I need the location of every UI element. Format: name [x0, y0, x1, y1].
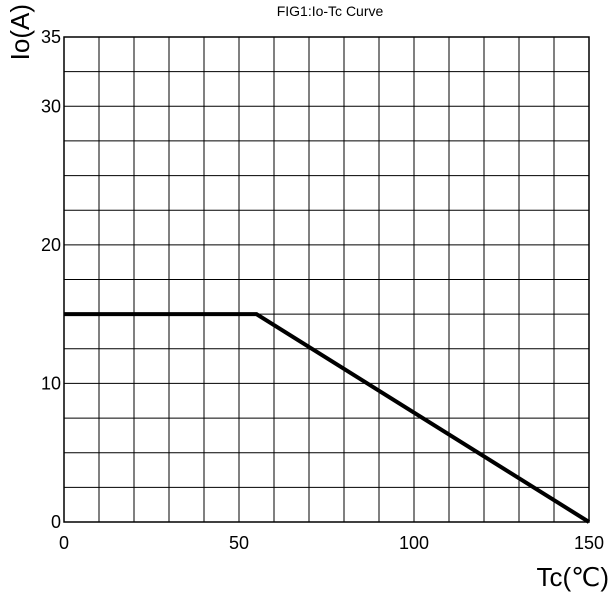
x-tick-label: 0 [59, 533, 69, 553]
x-tick-label: 50 [229, 533, 249, 553]
chart-title: FIG1:Io-Tc Curve [277, 3, 384, 19]
grid [64, 37, 589, 522]
y-tick-label: 20 [41, 235, 61, 255]
y-axis-label: Io(A) [5, 4, 35, 60]
data-series [64, 312, 591, 524]
y-tick-label: 35 [41, 27, 61, 47]
x-tick-labels: 0 50 100 150 [59, 533, 604, 553]
series-line [64, 312, 591, 524]
x-tick-label: 150 [574, 533, 604, 553]
y-tick-labels: 0 10 20 30 35 [41, 27, 61, 532]
y-tick-label: 0 [51, 512, 61, 532]
x-tick-label: 100 [399, 533, 429, 553]
y-tick-label: 10 [41, 373, 61, 393]
x-axis-label: Tc(℃) [536, 562, 609, 592]
plot-frame [63, 36, 590, 523]
y-tick-label: 30 [41, 96, 61, 116]
